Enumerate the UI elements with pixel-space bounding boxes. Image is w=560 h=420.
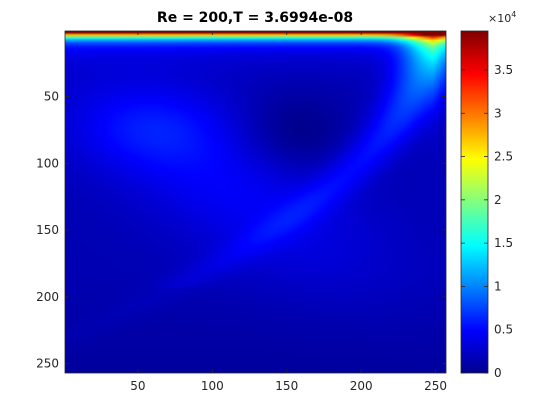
x-tick-label: 200: [350, 379, 373, 393]
y-tick-label: 150: [36, 223, 59, 237]
colorbar-exponent-power: 4: [511, 10, 516, 19]
colorbar-ticks: 0 0.5 1 1.5 2 2.5 3 3.5: [461, 63, 513, 380]
colorbar-tick-label: 1.5: [494, 236, 513, 250]
plot-frame: [64, 30, 447, 374]
colorbar-tick-label: 0: [494, 366, 502, 380]
y-tick-label: 50: [44, 89, 59, 103]
y-axis: 50 100 150 200 250: [36, 89, 446, 371]
y-tick-label: 100: [36, 156, 59, 170]
y-tick-label: 250: [36, 357, 59, 371]
heatmap-field: [65, 31, 446, 373]
colorbar-tick-label: 3: [494, 106, 502, 120]
y-tick-label: 200: [36, 290, 59, 304]
x-tick-label: 250: [424, 379, 447, 393]
colorbar-frame: [460, 30, 489, 374]
colorbar: [461, 31, 488, 373]
colorbar-tick-label: 1: [494, 279, 502, 293]
colorbar-exponent: ×104: [488, 10, 516, 25]
x-tick-label: 100: [201, 379, 224, 393]
colorbar-tick-label: 0.5: [494, 323, 513, 337]
x-tick-label: 150: [275, 379, 298, 393]
colorbar-exponent-prefix: ×10: [488, 12, 511, 25]
colorbar-tick-label: 2: [494, 193, 502, 207]
x-tick-label: 50: [130, 379, 145, 393]
x-axis: 50 100 150 200 250: [130, 31, 447, 393]
colorbar-tick-label: 3.5: [494, 63, 513, 77]
colorbar-tick-label: 2.5: [494, 150, 513, 164]
chart-title: Re = 200,T = 3.6994e-08: [157, 10, 353, 26]
